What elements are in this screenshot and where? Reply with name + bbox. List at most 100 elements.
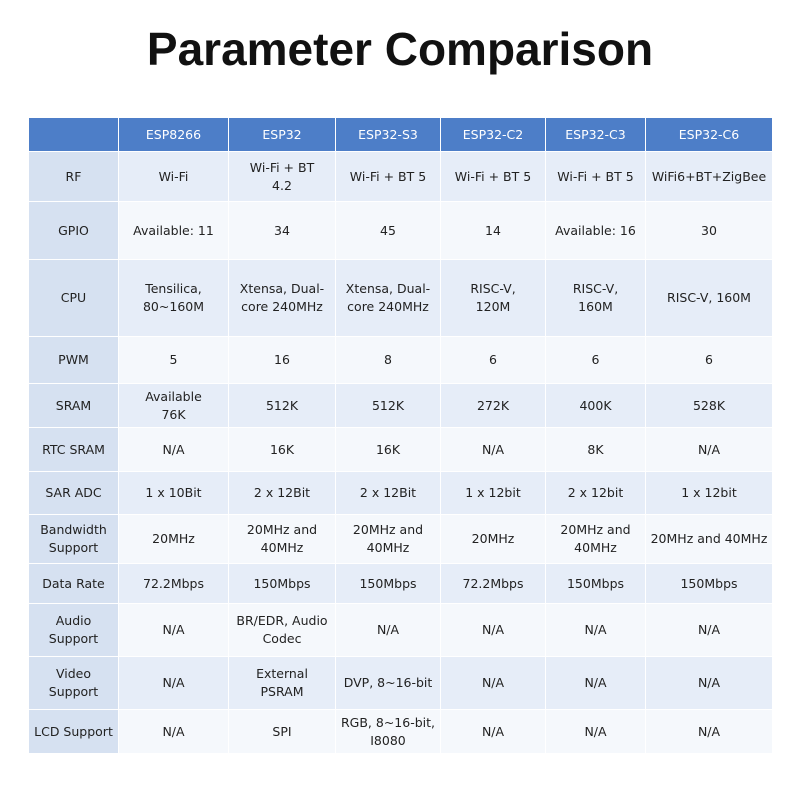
table-cell: 2 x 12bit	[545, 471, 646, 515]
table-row: GPIO Available: 11 34 45 14 Available: 16 30	[28, 201, 773, 260]
table-cell: N/A	[645, 656, 773, 710]
table-cell: 8	[335, 336, 441, 384]
table-cell: 1 x 12bit	[645, 471, 773, 515]
table-cell: 16	[228, 336, 336, 384]
row-label: PWM	[28, 336, 119, 384]
table-row: Data Rate 72.2Mbps 150Mbps 150Mbps 72.2Mbps 1…	[28, 563, 773, 604]
table-row: Bandwidth Support 20MHz 20MHz and 40MHz 20M…	[28, 514, 773, 564]
table-row: Audio Support N/A BR/EDR, Audio Codec N/A N/…	[28, 603, 773, 657]
column-header: ESP32-S3	[335, 117, 441, 152]
table-cell: Xtensa, Dual- core 240MHz	[228, 259, 336, 337]
table-cell: 150Mbps	[545, 563, 646, 604]
corner-cell	[28, 117, 119, 152]
table-cell: 6	[645, 336, 773, 384]
row-label: Bandwidth Support	[28, 514, 119, 564]
table-cell: Wi-Fi + BT 5	[335, 151, 441, 202]
column-header: ESP8266	[118, 117, 229, 152]
table-row: CPU Tensilica, 80~160M Xtensa, Dual- core …	[28, 259, 773, 337]
table-cell: 150Mbps	[645, 563, 773, 604]
table-cell: External PSRAM	[228, 656, 336, 710]
table-cell: 72.2Mbps	[118, 563, 229, 604]
row-label: SAR ADC	[28, 471, 119, 515]
table-cell: N/A	[545, 656, 646, 710]
table-cell: 528K	[645, 383, 773, 428]
table-cell: N/A	[645, 603, 773, 657]
table-row: RF Wi-Fi Wi-Fi + BT 4.2 Wi-Fi + BT 5 Wi-Fi +…	[28, 151, 773, 202]
table-cell: Wi-Fi + BT 5	[545, 151, 646, 202]
table-cell: 20MHz and 40MHz	[228, 514, 336, 564]
row-label: LCD Support	[28, 709, 119, 754]
table-cell: N/A	[545, 603, 646, 657]
table-row: SRAM Available 76K 512K 512K 272K 400K 528K	[28, 383, 773, 428]
table-cell: N/A	[118, 709, 229, 754]
table-row: PWM 5 16 8 6 6 6	[28, 336, 773, 384]
table-cell: 2 x 12Bit	[335, 471, 441, 515]
table-cell: 20MHz	[440, 514, 546, 564]
table-cell: 16K	[335, 427, 441, 472]
table-cell: N/A	[118, 603, 229, 657]
table-cell: 20MHz	[118, 514, 229, 564]
column-header: ESP32-C6	[645, 117, 773, 152]
row-label: RF	[28, 151, 119, 202]
table-cell: 1 x 10Bit	[118, 471, 229, 515]
table-cell: 14	[440, 201, 546, 260]
table-cell: 20MHz and 40MHz	[545, 514, 646, 564]
table-cell: Available: 16	[545, 201, 646, 260]
table-row: SAR ADC 1 x 10Bit 2 x 12Bit 2 x 12Bit 1 x 12…	[28, 471, 773, 515]
table-cell: 34	[228, 201, 336, 260]
table-cell: Tensilica, 80~160M	[118, 259, 229, 337]
table-cell: RISC-V, 120M	[440, 259, 546, 337]
table-cell: N/A	[440, 603, 546, 657]
table-cell: RGB, 8~16-bit, I8080	[335, 709, 441, 754]
table-cell: DVP, 8~16-bit	[335, 656, 441, 710]
table-cell: 512K	[228, 383, 336, 428]
table-cell: Available: 11	[118, 201, 229, 260]
table-row: LCD Support N/A SPI RGB, 8~16-bit, I8080 N/A…	[28, 709, 773, 754]
comparison-table: ESP8266 ESP32 ESP32-S3 ESP32-C2 ESP32-C3 ESP3…	[28, 117, 773, 754]
column-header: ESP32	[228, 117, 336, 152]
table-cell: 72.2Mbps	[440, 563, 546, 604]
table-row: RTC SRAM N/A 16K 16K N/A 8K N/A	[28, 427, 773, 472]
table-cell: N/A	[440, 427, 546, 472]
table-cell: N/A	[118, 427, 229, 472]
row-label: GPIO	[28, 201, 119, 260]
row-label: Audio Support	[28, 603, 119, 657]
row-label: SRAM	[28, 383, 119, 428]
table-cell: 6	[440, 336, 546, 384]
table-cell: 150Mbps	[335, 563, 441, 604]
table-cell: N/A	[545, 709, 646, 754]
table-cell: 45	[335, 201, 441, 260]
table-cell: N/A	[440, 709, 546, 754]
table-cell: SPI	[228, 709, 336, 754]
column-header: ESP32-C3	[545, 117, 646, 152]
table-cell: 16K	[228, 427, 336, 472]
table-cell: 512K	[335, 383, 441, 428]
table-cell: RISC-V, 160M	[545, 259, 646, 337]
table-cell: 272K	[440, 383, 546, 428]
row-label: Video Support	[28, 656, 119, 710]
title: Parameter Comparison	[146, 23, 654, 75]
table-cell: Wi-Fi + BT 5	[440, 151, 546, 202]
table-cell: N/A	[645, 427, 773, 472]
table-cell: 6	[545, 336, 646, 384]
row-label: CPU	[28, 259, 119, 337]
column-header: ESP32-C2	[440, 117, 546, 152]
table-cell: 5	[118, 336, 229, 384]
row-label: RTC SRAM	[28, 427, 119, 472]
table-cell: 150Mbps	[228, 563, 336, 604]
table-cell: N/A	[645, 709, 773, 754]
table-cell: Wi-Fi + BT 4.2	[228, 151, 336, 202]
table-cell: 2 x 12Bit	[228, 471, 336, 515]
table-cell: RISC-V, 160M	[645, 259, 773, 337]
table-cell: N/A	[440, 656, 546, 710]
table-cell: Wi-Fi	[118, 151, 229, 202]
row-label: Data Rate	[28, 563, 119, 604]
header-row: ESP8266 ESP32 ESP32-S3 ESP32-C2 ESP32-C3 ESP3…	[28, 117, 773, 152]
table-row: Video Support N/A External PSRAM DVP, 8~16-…	[28, 656, 773, 710]
table-cell: WiFi6+BT+ZigBee	[645, 151, 773, 202]
table-cell: 400K	[545, 383, 646, 428]
table-cell: 20MHz and 40MHz	[335, 514, 441, 564]
table-cell: N/A	[118, 656, 229, 710]
table-cell: 8K	[545, 427, 646, 472]
